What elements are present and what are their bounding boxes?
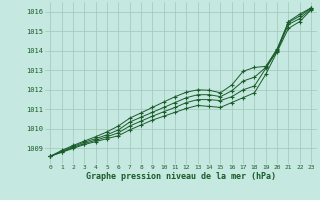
X-axis label: Graphe pression niveau de la mer (hPa): Graphe pression niveau de la mer (hPa) <box>86 172 276 181</box>
